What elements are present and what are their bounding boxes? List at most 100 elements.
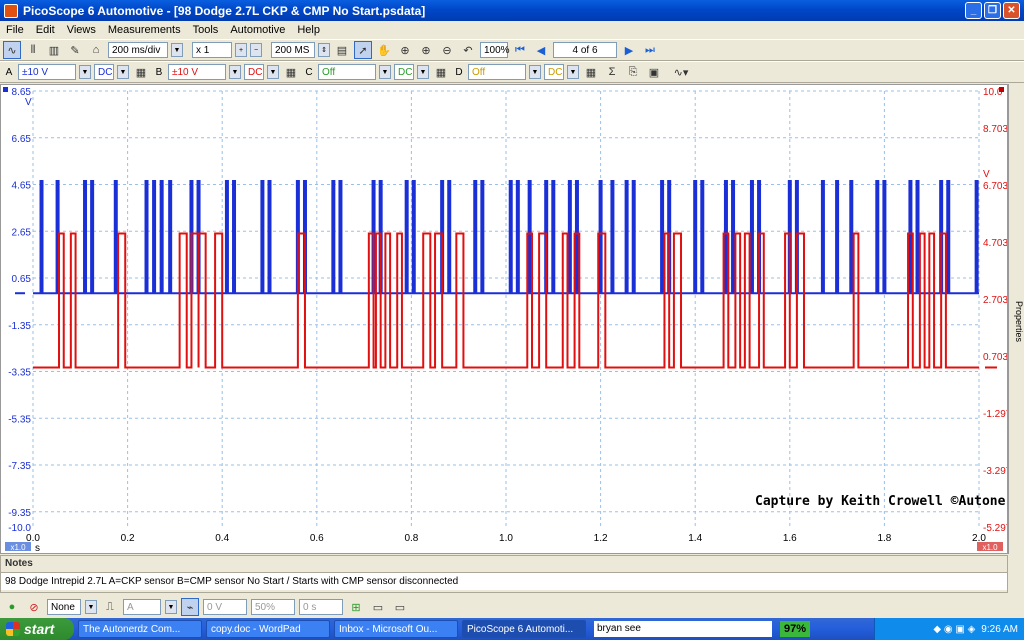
task-picoscope[interactable]: PicoScope 6 Automoti... bbox=[462, 620, 586, 638]
channel-b-marker bbox=[999, 87, 1004, 92]
chevron-down-icon[interactable]: ▼ bbox=[85, 600, 97, 614]
scale-icon[interactable]: ▤ bbox=[336, 44, 348, 57]
first-buffer-icon[interactable]: ⏮ bbox=[515, 43, 525, 56]
timebase-field[interactable]: 200 ms/div bbox=[108, 42, 168, 58]
notes-text[interactable]: 98 Dodge Intrepid 2.7L A=CKP sensor B=CM… bbox=[1, 572, 1007, 590]
ruler-2-icon[interactable]: ▭ bbox=[394, 601, 406, 614]
chevron-down-icon[interactable]: ▼ bbox=[117, 65, 129, 79]
zoom-field[interactable]: x 1 bbox=[192, 42, 232, 58]
chevron-down-icon[interactable]: ▼ bbox=[267, 65, 279, 79]
start-button[interactable]: start bbox=[0, 618, 74, 640]
chevron-down-icon[interactable]: ▼ bbox=[379, 65, 391, 79]
zoom-icon[interactable]: ⊕ bbox=[400, 44, 410, 57]
persistence-mode-icon[interactable]: ⫴ bbox=[30, 43, 36, 56]
zoom-in-icon[interactable]: ⊕ bbox=[421, 44, 431, 57]
zoom-minus-icon[interactable]: − bbox=[250, 43, 262, 57]
chevron-down-icon[interactable]: ▼ bbox=[79, 65, 91, 79]
channel-d-coupling[interactable]: DC bbox=[544, 64, 564, 80]
menu-tools[interactable]: Tools bbox=[192, 24, 219, 36]
restore-button[interactable]: ❐ bbox=[984, 2, 1001, 19]
chevron-down-icon[interactable]: ▼ bbox=[171, 43, 183, 57]
scope-mode-icon[interactable]: ∿ bbox=[3, 41, 21, 59]
x-tick-label: 1.0 bbox=[499, 533, 513, 544]
right-tick-label: 4.703 bbox=[983, 238, 1007, 249]
right-tick-label: 0.703 bbox=[983, 352, 1007, 363]
decode-icon[interactable]: ▣ bbox=[648, 66, 660, 79]
right-tick-label: 10.0 bbox=[983, 87, 1003, 98]
maths-icon[interactable]: ⎘ bbox=[628, 65, 638, 78]
right-tick-label: 6.703 bbox=[983, 181, 1007, 192]
prev-buffer-icon[interactable]: ◀ bbox=[536, 44, 546, 57]
channel-d-range[interactable]: Off bbox=[468, 64, 526, 80]
menu-measurements[interactable]: Measurements bbox=[107, 24, 181, 36]
channel-c-coupling[interactable]: DC bbox=[394, 64, 414, 80]
zoom-out-icon[interactable]: ⊖ bbox=[442, 44, 452, 57]
undo-zoom-icon[interactable]: ↶ bbox=[463, 44, 473, 57]
right-scale-marker bbox=[977, 542, 1003, 551]
menu-file[interactable]: File bbox=[6, 24, 24, 36]
x-tick-label: 1.8 bbox=[877, 533, 891, 544]
taskbar: start The Autonerdz Com... copy.doc - Wo… bbox=[0, 618, 1024, 640]
channel-a-options-icon[interactable]: ▦ bbox=[135, 66, 147, 79]
properties-tab[interactable]: Properties bbox=[1008, 84, 1024, 554]
stop-icon[interactable]: ⊘ bbox=[29, 601, 39, 614]
channel-a-range[interactable]: ±10 V bbox=[18, 64, 76, 80]
menu-views[interactable]: Views bbox=[66, 24, 96, 36]
next-buffer-icon[interactable]: ▶ bbox=[624, 44, 634, 57]
reference-icon[interactable]: ∿▾ bbox=[673, 66, 689, 79]
menu-help[interactable]: Help bbox=[297, 24, 320, 36]
left-tick-label: -1.35 bbox=[8, 321, 31, 332]
run-icon[interactable]: ● bbox=[8, 601, 16, 613]
zoom-plus-icon[interactable]: + bbox=[235, 43, 247, 57]
measurements-icon[interactable]: Σ bbox=[608, 66, 616, 78]
chevron-down-icon[interactable]: ▼ bbox=[529, 65, 541, 79]
zoom-percent-field[interactable]: 100% bbox=[480, 42, 510, 58]
probe-icon[interactable]: ✎ bbox=[70, 44, 80, 57]
samples-field[interactable]: 200 MS bbox=[271, 42, 315, 58]
channel-a-label: A bbox=[5, 66, 13, 78]
rising-edge-icon[interactable]: ⎍ bbox=[106, 600, 114, 613]
task-wordpad[interactable]: copy.doc - WordPad bbox=[206, 620, 330, 638]
ruler-icon[interactable]: ▭ bbox=[372, 601, 384, 614]
channel-a-marker bbox=[3, 87, 8, 92]
channel-b-coupling[interactable]: DC bbox=[244, 64, 264, 80]
trigger-mode-field[interactable]: None bbox=[47, 599, 81, 615]
channel-toolbar: A ±10 V ▼ DC ▼ ▦ B ±10 V ▼ DC ▼ ▦ C Off … bbox=[0, 61, 1024, 83]
buffer-field[interactable]: 4 of 6 bbox=[553, 42, 617, 58]
pointer-icon[interactable]: ➚ bbox=[354, 41, 372, 59]
menu-edit[interactable]: Edit bbox=[35, 24, 55, 36]
trigger-delay-field[interactable]: 0 s bbox=[299, 599, 343, 615]
right-tick-label: 2.703 bbox=[983, 295, 1007, 306]
add-ruler-icon[interactable]: ⊞ bbox=[351, 601, 361, 614]
hand-icon[interactable]: ✋ bbox=[377, 44, 391, 57]
channel-c-options-icon[interactable]: ▦ bbox=[435, 66, 447, 79]
close-button[interactable]: ✕ bbox=[1003, 2, 1020, 19]
chevron-down-icon[interactable]: ▼ bbox=[229, 65, 241, 79]
trigger-channel-field[interactable]: A bbox=[123, 599, 161, 615]
scope-plot-svg[interactable]: 0.0 0.2 0.4 0.6 0.8 1.0 1.2 1.4 1.6 1.8 2.0 8.65 6.6… bbox=[1, 85, 1024, 554]
chevron-down-icon[interactable]: ▼ bbox=[165, 600, 177, 614]
spectrum-mode-icon[interactable]: ▥ bbox=[48, 44, 60, 57]
pre-trigger-field[interactable]: 50% bbox=[251, 599, 295, 615]
chevron-down-icon[interactable]: ▼ bbox=[567, 65, 579, 79]
last-buffer-icon[interactable]: ⏭ bbox=[645, 43, 655, 56]
channel-d-options-icon[interactable]: ▦ bbox=[585, 66, 597, 79]
channel-b-range[interactable]: ±10 V bbox=[168, 64, 226, 80]
samples-stepper-icon[interactable]: ⇕ bbox=[318, 43, 330, 57]
taskbar-search-input[interactable]: bryan see bbox=[594, 621, 772, 637]
home-icon[interactable]: ⌂ bbox=[92, 44, 100, 56]
trigger-edge-icon[interactable]: ⌁ bbox=[181, 598, 199, 616]
scope-plot[interactable]: 0.0 0.2 0.4 0.6 0.8 1.0 1.2 1.4 1.6 1.8 2.0 8.65 6.6… bbox=[0, 84, 1024, 554]
channel-b-options-icon[interactable]: ▦ bbox=[285, 66, 297, 79]
channel-a-coupling[interactable]: DC bbox=[94, 64, 114, 80]
trigger-level-field[interactable]: 0 V bbox=[203, 599, 247, 615]
minimize-button[interactable]: _ bbox=[965, 2, 982, 19]
chevron-down-icon[interactable]: ▼ bbox=[417, 65, 429, 79]
channel-c-range[interactable]: Off bbox=[318, 64, 376, 80]
task-autonerdz[interactable]: The Autonerdz Com... bbox=[78, 620, 202, 638]
trigger-toolbar: ● ⊘ None ▼ ⎍ A ▼ ⌁ 0 V 50% 0 s ⊞ ▭ ▭ bbox=[0, 596, 1024, 618]
task-outlook[interactable]: Inbox - Microsoft Ou... bbox=[334, 620, 458, 638]
x-tick-label: 1.6 bbox=[783, 533, 797, 544]
menu-automotive[interactable]: Automotive bbox=[230, 24, 286, 36]
x-unit-label: s bbox=[35, 543, 40, 553]
